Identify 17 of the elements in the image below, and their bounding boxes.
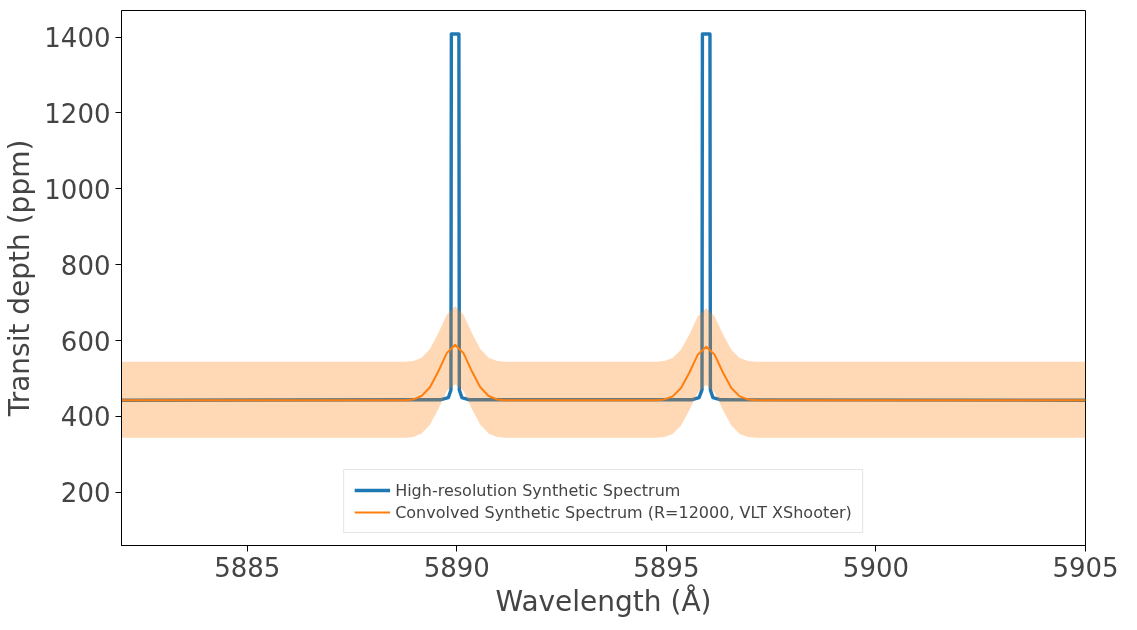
legend-label: High-resolution Synthetic Spectrum [395,480,681,500]
y-tick-label: 400 [60,402,111,433]
y-tick-label: 200 [60,478,111,509]
x-axis-title: Wavelength (Å) [495,583,712,618]
x-tick-label: 5895 [633,552,700,583]
x-tick-label: 5905 [1052,552,1119,583]
y-tick-label: 1400 [44,23,111,54]
legend-label: Convolved Synthetic Spectrum (R=12000, VLT XShooter) [395,502,852,522]
y-tick-label: 600 [60,326,111,357]
y-tick-label: 1200 [44,98,111,129]
x-tick-label: 5885 [214,552,281,583]
y-tick-label: 1000 [44,174,111,205]
x-tick-label: 5890 [423,552,490,583]
y-tick-label: 800 [60,250,111,281]
line-series [121,343,1086,402]
x-tick-label: 5900 [842,552,910,583]
y-axis-title: Transit depth (ppm) [3,139,37,418]
